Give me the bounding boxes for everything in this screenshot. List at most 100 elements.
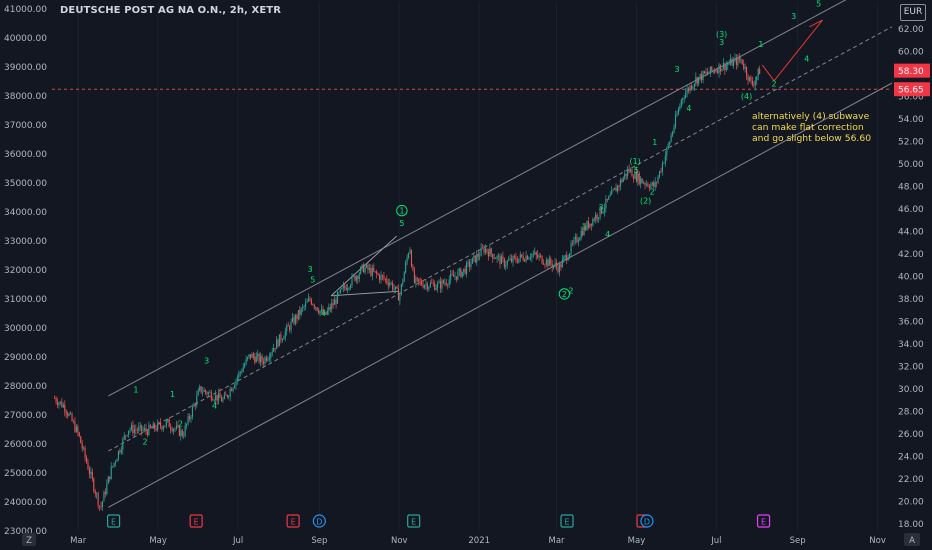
candle xyxy=(345,283,347,291)
candle-body xyxy=(721,68,723,72)
candle-body xyxy=(451,274,453,275)
candle-body xyxy=(107,476,109,484)
candle xyxy=(328,303,330,316)
candle xyxy=(197,388,199,396)
auto-scale-button[interactable]: A xyxy=(909,536,915,546)
candle-body xyxy=(656,182,658,183)
candle-body xyxy=(500,256,502,265)
candle xyxy=(660,167,662,174)
candle-body xyxy=(54,398,56,399)
candle xyxy=(583,223,585,236)
candle-body xyxy=(128,430,130,435)
candle xyxy=(476,250,478,266)
candle xyxy=(171,426,173,433)
candle xyxy=(570,240,572,257)
candle-body xyxy=(238,372,240,378)
candle-body xyxy=(600,206,603,214)
candle-body xyxy=(70,413,72,415)
candle-body xyxy=(728,63,730,65)
candle xyxy=(586,220,588,232)
candle-body xyxy=(84,447,86,458)
candle xyxy=(406,254,408,266)
candle-body xyxy=(453,274,455,277)
candle xyxy=(431,278,433,284)
candle xyxy=(116,458,118,462)
candle-body xyxy=(365,264,368,268)
candle-body xyxy=(268,357,270,359)
candle xyxy=(750,75,752,84)
candle-body xyxy=(727,64,729,66)
candle-body xyxy=(441,280,443,289)
candle xyxy=(222,396,224,403)
candle xyxy=(241,368,243,375)
event-marker-letter: E xyxy=(411,518,416,527)
candle-body xyxy=(376,271,378,274)
candle xyxy=(202,386,204,397)
candle-body xyxy=(58,402,60,405)
candle-body xyxy=(206,392,208,395)
candle-body xyxy=(551,263,553,268)
candle-body xyxy=(158,422,160,424)
candle-body xyxy=(593,219,595,221)
zoom-button[interactable]: Z xyxy=(26,536,32,546)
candle-body xyxy=(213,400,215,401)
candle xyxy=(68,412,70,417)
candle-body xyxy=(746,67,748,77)
candle-body xyxy=(251,354,253,358)
candle xyxy=(696,76,698,87)
candle xyxy=(735,54,737,70)
candle-body xyxy=(740,59,742,60)
candle xyxy=(670,132,672,143)
candle-body xyxy=(286,325,288,332)
currency-button[interactable]: EUR xyxy=(900,4,926,21)
candle-body xyxy=(368,268,370,270)
candle-body xyxy=(757,68,759,77)
candle xyxy=(574,233,576,245)
candle-body xyxy=(374,271,376,272)
candle xyxy=(402,278,404,287)
candle xyxy=(100,501,102,510)
candle-body xyxy=(717,70,719,73)
candle xyxy=(470,258,472,270)
candle xyxy=(265,355,267,363)
candle xyxy=(262,357,265,367)
candle-body xyxy=(61,401,63,408)
candle-body xyxy=(258,354,260,363)
candle xyxy=(688,86,690,94)
candle xyxy=(174,427,176,433)
wave-label: 2 xyxy=(178,419,183,428)
candle xyxy=(207,391,209,398)
candle xyxy=(466,260,468,278)
candle xyxy=(534,247,536,256)
right-axis-tick-label: 38.00 xyxy=(898,295,924,305)
candle-body xyxy=(421,281,423,285)
candle-body xyxy=(658,171,661,177)
candle-body xyxy=(284,331,286,338)
candle xyxy=(592,217,594,227)
wave-label: 2 xyxy=(650,187,655,196)
event-marker-split_event xyxy=(286,514,300,528)
candle xyxy=(718,62,720,78)
event-marker-future_event xyxy=(756,514,771,528)
left-axis-tick-label: 24000.00 xyxy=(4,498,47,508)
candle-body xyxy=(123,435,125,439)
candle xyxy=(410,249,413,268)
candle-body xyxy=(320,309,323,311)
candle-body xyxy=(547,259,549,266)
candle-body xyxy=(335,299,337,304)
candle xyxy=(312,303,314,306)
candle-body xyxy=(345,287,347,290)
candle-body xyxy=(290,321,292,330)
candle-body xyxy=(207,392,209,395)
candle xyxy=(445,278,447,287)
candle xyxy=(219,388,221,399)
candle xyxy=(258,352,260,365)
candle-body xyxy=(577,240,579,243)
candle-body xyxy=(537,254,539,258)
candle-body xyxy=(413,270,415,283)
candle-body xyxy=(383,276,385,279)
candle-body xyxy=(759,68,761,75)
candle-body xyxy=(104,491,106,495)
candle-body xyxy=(233,385,236,388)
